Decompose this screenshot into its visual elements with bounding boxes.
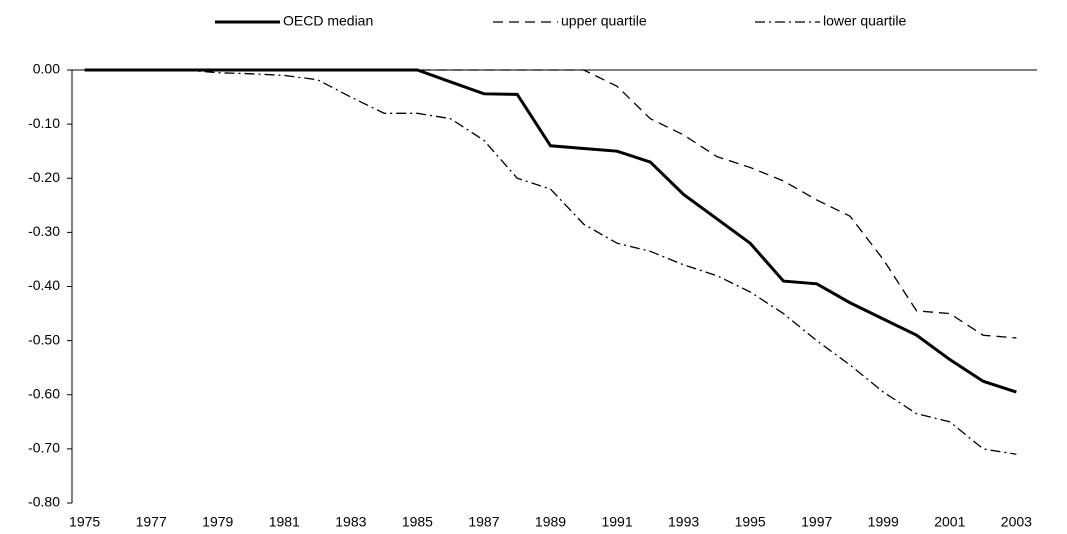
y-tick-label: -0.60 xyxy=(28,385,60,401)
x-tick-label: 2001 xyxy=(934,514,965,530)
x-tick-label: 2003 xyxy=(1001,514,1032,530)
x-tick-label: 1989 xyxy=(535,514,566,530)
x-tick-label: 1999 xyxy=(868,514,899,530)
x-tick-label: 1983 xyxy=(335,514,366,530)
y-tick-label: -0.10 xyxy=(28,115,60,131)
series-line xyxy=(84,69,1017,339)
x-tick-label: 1995 xyxy=(735,514,766,530)
x-tick-label: 1993 xyxy=(668,514,699,530)
y-tick-label: -0.30 xyxy=(28,223,60,239)
legend-label: lower quartile xyxy=(823,13,906,29)
y-tick-label: -0.40 xyxy=(28,277,60,293)
x-tick-label: 1977 xyxy=(136,514,167,530)
series-line xyxy=(84,69,1017,455)
y-tick-label: -0.50 xyxy=(28,331,60,347)
x-tick-label: 1997 xyxy=(801,514,832,530)
series-line xyxy=(84,68,1017,394)
x-tick-label: 1979 xyxy=(202,514,233,530)
x-tick-label: 1975 xyxy=(69,514,100,530)
x-tick-label: 1987 xyxy=(468,514,499,530)
x-tick-label: 1985 xyxy=(402,514,433,530)
x-tick-label: 1981 xyxy=(269,514,300,530)
y-tick-label: -0.20 xyxy=(28,169,60,185)
y-tick-label: -0.70 xyxy=(28,440,60,456)
legend-label: OECD median xyxy=(283,13,373,29)
legend-label: upper quartile xyxy=(561,13,647,29)
x-tick-label: 1991 xyxy=(601,514,632,530)
y-tick-label: 0.00 xyxy=(33,61,60,77)
y-tick-label: -0.80 xyxy=(28,494,60,510)
